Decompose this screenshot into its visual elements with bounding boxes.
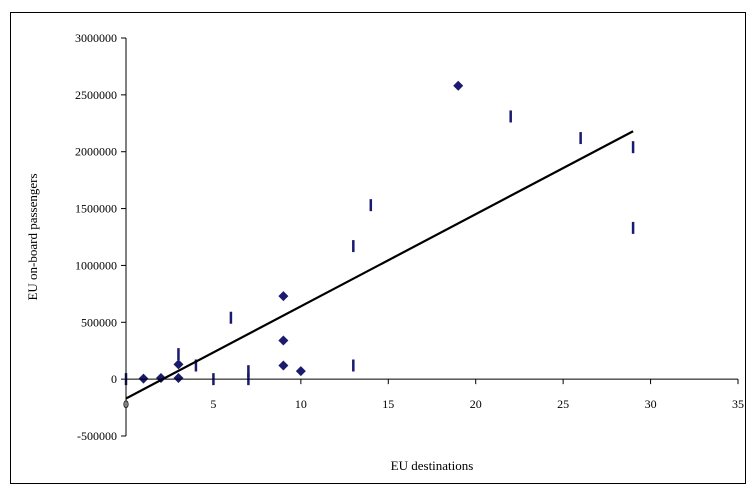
x-tick-label: 30 — [645, 397, 657, 411]
y-tick-label: 3000000 — [75, 31, 117, 45]
bar-point — [369, 199, 373, 212]
y-tick-label: 2500000 — [75, 88, 117, 102]
bar-point — [247, 365, 250, 378]
data-marks — [124, 80, 635, 400]
bar-point — [631, 141, 635, 154]
trendline — [125, 130, 634, 400]
diamond-point — [173, 373, 184, 384]
bar-point — [352, 359, 355, 372]
bar-point — [631, 221, 635, 234]
chart-canvas: -500000 0 500000 1000000 1500000 2000000 25000… — [25, 31, 744, 473]
diamond-point — [173, 359, 184, 370]
bar-point — [352, 240, 355, 253]
bar-point — [177, 348, 180, 361]
y-tick-label: 1500000 — [75, 202, 117, 216]
diamond-point — [278, 335, 289, 346]
x-tick-label: 25 — [557, 397, 569, 411]
y-tick-label: 0 — [111, 372, 117, 386]
bar-point — [579, 132, 582, 145]
bar-point — [229, 311, 233, 324]
y-axis-title: EU on-board passengers — [25, 173, 40, 300]
bar-point — [509, 110, 512, 123]
x-axis-title: EU destinations — [391, 458, 474, 473]
y-axis-ticks: -500000 0 500000 1000000 1500000 2000000 25000… — [75, 31, 126, 443]
diamond-point — [138, 373, 149, 384]
x-tick-label: 35 — [732, 397, 744, 411]
bar-point — [194, 359, 198, 372]
diamond-point — [453, 80, 464, 91]
x-tick-label: 15 — [382, 397, 394, 411]
y-tick-label: 1000000 — [75, 258, 117, 272]
y-tick-label: 500000 — [81, 315, 117, 329]
y-tick-label: -500000 — [77, 429, 117, 443]
diamond-point — [295, 366, 306, 377]
x-tick-label: 20 — [470, 397, 482, 411]
diamond-point — [278, 360, 289, 371]
x-tick-label: 10 — [295, 397, 307, 411]
y-tick-label: 2000000 — [75, 145, 117, 159]
chart-frame: -500000 0 500000 1000000 1500000 2000000 25000… — [10, 12, 746, 484]
diamond-point — [278, 291, 289, 302]
x-tick-label: 5 — [210, 397, 216, 411]
